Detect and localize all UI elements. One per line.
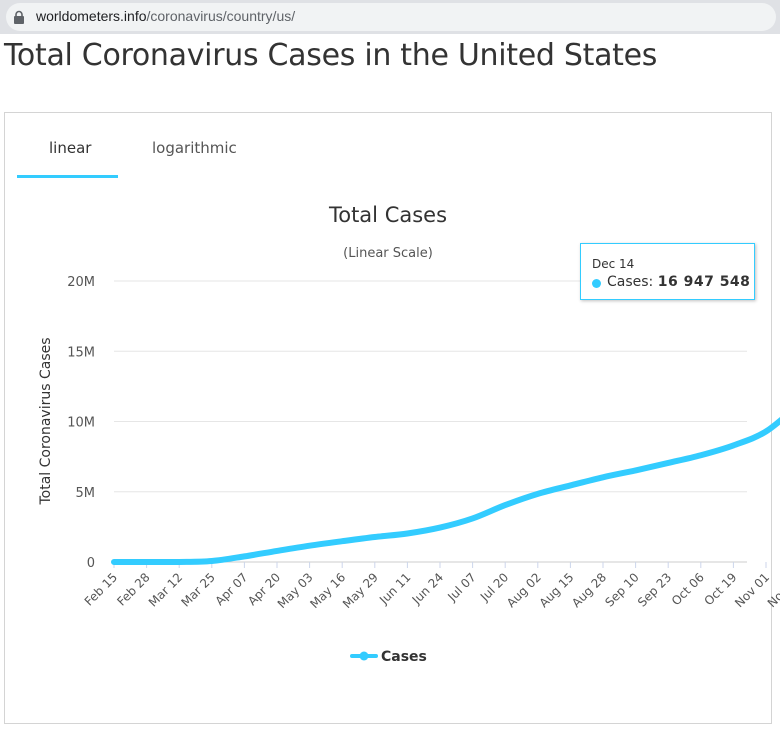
- y-tick-label: 20M: [67, 275, 95, 290]
- x-tick-label: May 03: [275, 570, 316, 611]
- chart-subtitle: (Linear Scale): [343, 246, 433, 261]
- tab-logarithmic[interactable]: logarithmic: [152, 139, 237, 157]
- url-text[interactable]: worldometers.info/coronavirus/country/us…: [36, 8, 295, 24]
- legend-marker-icon[interactable]: [359, 651, 369, 661]
- page-title: Total Coronavirus Cases in the United St…: [4, 38, 658, 73]
- y-tick-label: 10M: [67, 416, 95, 431]
- tooltip: Dec 14 Cases: 16 947 548: [580, 243, 755, 300]
- y-tick-label: 5M: [76, 486, 96, 501]
- x-tick-label: Sep 10: [602, 570, 641, 609]
- legend-label[interactable]: Cases: [381, 649, 427, 665]
- x-tick-label: Mar 12: [146, 570, 185, 609]
- x-tick-label: May 29: [340, 570, 381, 611]
- url-path: /coronavirus/country/us/: [146, 8, 296, 24]
- x-tick-label: Feb 15: [82, 570, 120, 608]
- x-tick-label: Aug 15: [537, 570, 577, 610]
- tooltip-series-marker-icon: [592, 279, 601, 288]
- x-tick-label: Feb 28: [114, 570, 152, 608]
- x-tick-label: May 16: [307, 570, 348, 611]
- x-tick-label: Apr 07: [212, 570, 250, 608]
- y-tick-label: 15M: [67, 345, 95, 360]
- y-axis-title: Total Coronavirus Cases: [38, 337, 54, 505]
- x-tick-label: Nov 01: [732, 570, 772, 610]
- tab-linear[interactable]: linear: [49, 139, 92, 157]
- tooltip-series-label: Cases:: [607, 274, 654, 290]
- grid-lines: [114, 280, 747, 563]
- url-field[interactable]: worldometers.info/coronavirus/country/us…: [6, 3, 776, 31]
- chart-title: Total Cases: [328, 203, 447, 227]
- active-tab-indicator: [17, 175, 118, 178]
- url-host: worldometers.info: [36, 8, 147, 24]
- browser-address-bar[interactable]: worldometers.info/coronavirus/country/us…: [0, 0, 780, 34]
- x-tick-label: Aug 28: [569, 570, 609, 610]
- y-axis-ticks: 0 5M 10M 15M 20M: [67, 275, 95, 571]
- tooltip-date: Dec 14: [592, 257, 635, 271]
- cases-series-line[interactable]: [111, 303, 780, 566]
- x-tick-label: Sep 23: [635, 570, 674, 609]
- x-tick-label: Jul 07: [444, 570, 478, 604]
- tooltip-label: Cases: 16 947 548: [607, 274, 750, 290]
- lock-icon: [14, 10, 24, 24]
- x-tick-label: Mar 25: [179, 570, 218, 609]
- y-tick-label: 0: [87, 556, 95, 571]
- chart-panel: linear logarithmic: [4, 112, 772, 724]
- x-tick-label: Aug 02: [504, 570, 544, 610]
- x-tick-label: Oct 06: [669, 570, 707, 608]
- legend[interactable]: Cases: [350, 649, 427, 665]
- tooltip-value: 16 947 548: [657, 274, 751, 290]
- x-tick-label: Jun 11: [376, 570, 413, 607]
- x-tick-label: Jun 24: [409, 570, 446, 607]
- series-layer: [111, 303, 780, 566]
